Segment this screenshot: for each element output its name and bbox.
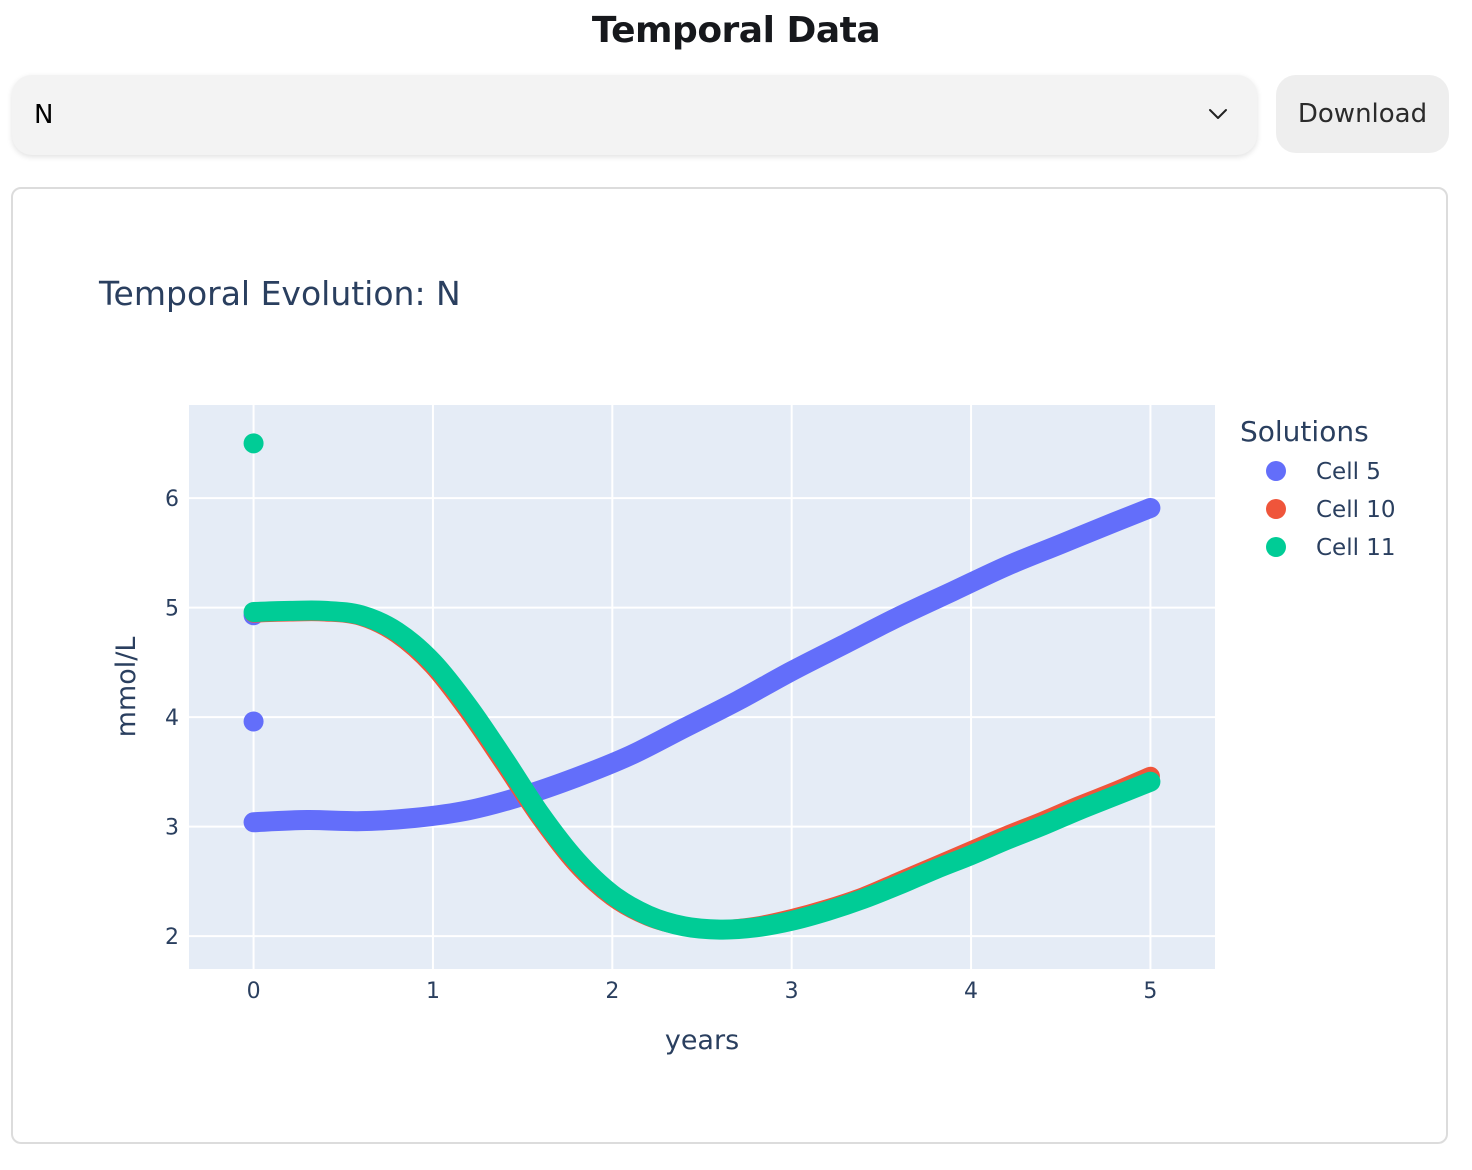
x-tick-label: 3 — [785, 979, 799, 1004]
y-axis-label: mmol/L — [111, 637, 142, 738]
series-line-cell-5[interactable] — [243, 497, 1161, 833]
x-tick-label: 5 — [1143, 979, 1157, 1004]
y-tick-label: 2 — [165, 925, 179, 950]
legend-item-cell-11[interactable]: Cell 11 — [1266, 535, 1396, 561]
legend-label: Cell 11 — [1316, 535, 1396, 561]
series-line-cell-11[interactable] — [243, 600, 1161, 940]
legend-marker — [1266, 499, 1286, 519]
series-layer — [243, 433, 1161, 940]
page-title: Temporal Data — [591, 10, 881, 51]
legend-marker — [1266, 461, 1286, 481]
plot-area — [189, 405, 1215, 969]
series-cell-11[interactable] — [243, 433, 1161, 940]
variable-select-value: N — [34, 100, 54, 130]
legend-title: Solutions — [1240, 415, 1369, 448]
legend-marker — [1266, 537, 1286, 557]
legend[interactable]: Solutions Cell 5 Cell 10 Cell 11 — [1240, 415, 1396, 561]
tick-labels: 0 1 2 3 4 5 2 3 4 5 6 — [165, 487, 1157, 1004]
x-tick-label: 1 — [426, 979, 440, 1004]
download-button[interactable]: Download — [1276, 75, 1449, 153]
y-tick-label: 6 — [165, 487, 179, 512]
variable-select[interactable]: N — [12, 75, 1257, 155]
data-point-cell-11[interactable] — [243, 433, 264, 454]
legend-item-cell-10[interactable]: Cell 10 — [1266, 497, 1396, 523]
x-tick-label: 2 — [605, 979, 619, 1004]
y-tick-label: 5 — [165, 597, 179, 622]
chart-title: Temporal Evolution: N — [98, 274, 461, 313]
chevron-down-icon — [1209, 109, 1227, 119]
x-tick-label: 0 — [247, 979, 261, 1004]
y-tick-label: 4 — [165, 706, 179, 731]
x-axis-label: years — [665, 1025, 739, 1056]
legend-label: Cell 10 — [1316, 497, 1396, 523]
legend-item-cell-5[interactable]: Cell 5 — [1266, 459, 1381, 485]
y-tick-label: 3 — [165, 816, 179, 841]
x-tick-label: 4 — [964, 979, 978, 1004]
legend-label: Cell 5 — [1316, 459, 1381, 485]
data-point-cell-5[interactable] — [243, 711, 264, 732]
